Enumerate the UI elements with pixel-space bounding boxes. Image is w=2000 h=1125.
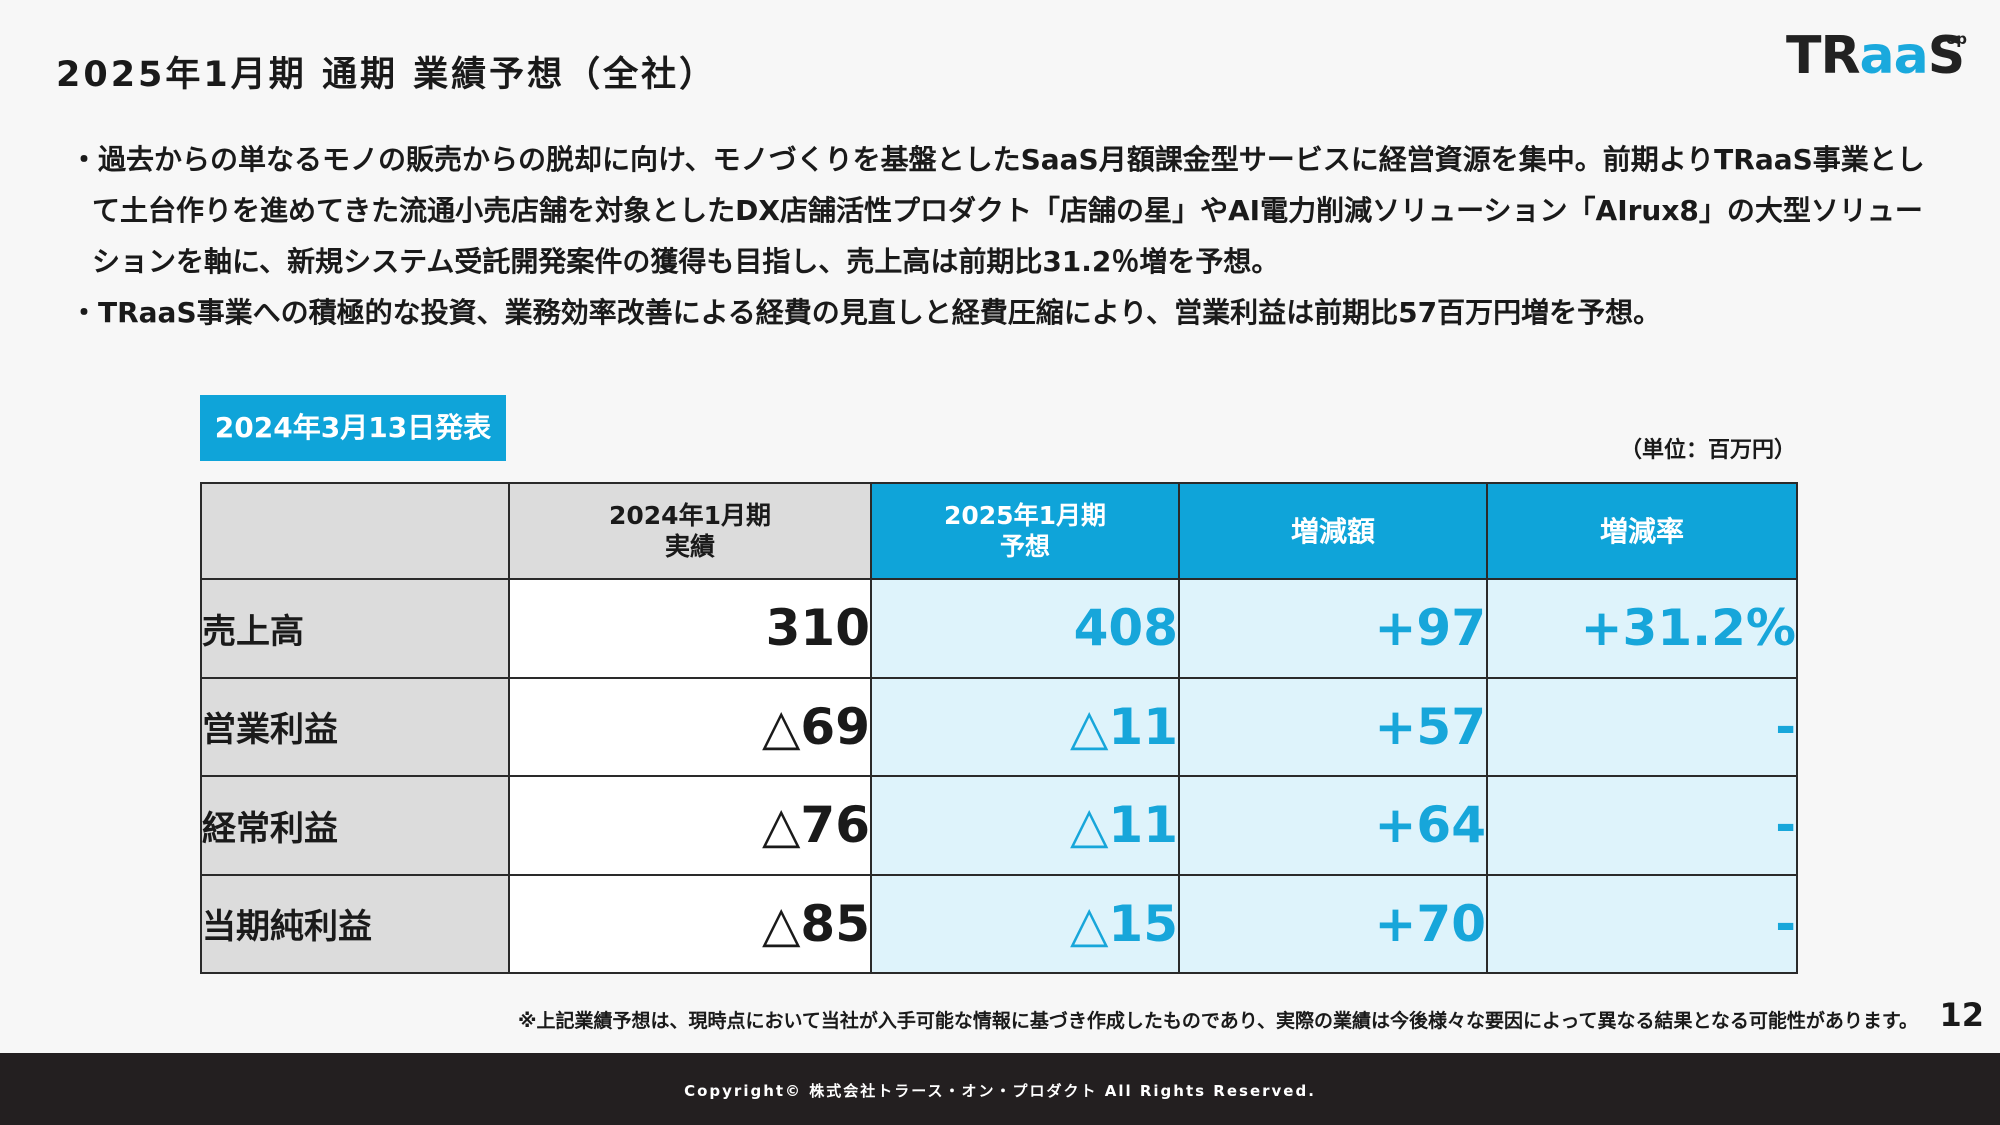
table-row: 当期純利益 △85 △15 +70 - (200, 873, 1798, 974)
header-empty-cell (200, 482, 510, 580)
table-row: 営業利益 △69 △11 +57 - (200, 676, 1798, 777)
page-number: 12 (1939, 996, 1984, 1034)
earnings-forecast-table: 2024年1月期 実績 2025年1月期 予想 増減額 増減率 売上高 310 … (200, 482, 1798, 974)
row-label: 売上高 (200, 578, 510, 679)
logo-text-aa: aa (1859, 26, 1929, 86)
change-rate-value: - (1486, 676, 1798, 777)
table-header-row: 2024年1月期 実績 2025年1月期 予想 増減額 増減率 (200, 482, 1798, 580)
header-change-amount: 増減額 (1178, 482, 1488, 580)
bullet-item: ・TRaaS事業への積極的な投資、業務効率改善による経費の見直しと経費圧縮により… (70, 296, 1662, 329)
change-amount-value: +57 (1178, 676, 1488, 777)
forecast-value: △15 (870, 873, 1180, 974)
change-rate-value: +31.2% (1486, 578, 1798, 679)
forecast-value: △11 (870, 676, 1180, 777)
forecast-value: 408 (870, 578, 1180, 679)
logo-wordmark: TRaaS (1786, 26, 1965, 86)
copyright-text: Copyright© 株式会社トラース・オン・プロダクト All Rights … (684, 1082, 1316, 1100)
header-change-rate: 増減率 (1486, 482, 1798, 580)
change-rate-value: - (1486, 775, 1798, 876)
row-label: 営業利益 (200, 676, 510, 777)
actual-value: △85 (508, 873, 872, 974)
change-rate-value: - (1486, 873, 1798, 974)
header-actual-type: 実績 (664, 532, 715, 561)
table-row: 売上高 310 408 +97 +31.2% (200, 578, 1798, 679)
header-actual-period: 2024年1月期 (609, 501, 771, 530)
change-amount-value: +97 (1178, 578, 1488, 679)
header-actual: 2024年1月期 実績 (508, 482, 872, 580)
announcement-date-badge: 2024年3月13日発表 (200, 395, 506, 461)
footer-bar (0, 1053, 2000, 1125)
page-title: 2025年1月期 通期 業績予想（全社） (56, 55, 718, 95)
forecast-value: △11 (870, 775, 1180, 876)
logo-text-tr: TR (1786, 26, 1861, 86)
unit-label: （単位：百万円） (1619, 438, 1796, 463)
row-label: 当期純利益 (200, 873, 510, 974)
actual-value: △69 (508, 676, 872, 777)
change-amount-value: +64 (1178, 775, 1488, 876)
row-label: 経常利益 (200, 775, 510, 876)
header-forecast-type: 予想 (999, 532, 1050, 561)
change-amount-value: +70 (1178, 873, 1488, 974)
logo-text-s: S (1927, 26, 1965, 86)
logo-superscript: op (1946, 30, 1968, 48)
table-row: 経常利益 △76 △11 +64 - (200, 775, 1798, 876)
actual-value: △76 (508, 775, 872, 876)
disclaimer-footnote: ※上記業績予想は、現時点において当社が入手可能な情報に基づき作成したものであり、… (518, 1010, 1918, 1032)
actual-value: 310 (508, 578, 872, 679)
bullet-item: ・過去からの単なるモノの販売からの脱却に向け、モノづくりを基盤としたSaaS月額… (70, 143, 1925, 278)
bullet-list: ・過去からの単なるモノの販売からの脱却に向け、モノづくりを基盤としたSaaS月額… (70, 134, 1950, 338)
header-forecast-period: 2025年1月期 (944, 501, 1106, 530)
company-logo: TRaaS op (1786, 26, 1976, 92)
header-forecast: 2025年1月期 予想 (870, 482, 1180, 580)
